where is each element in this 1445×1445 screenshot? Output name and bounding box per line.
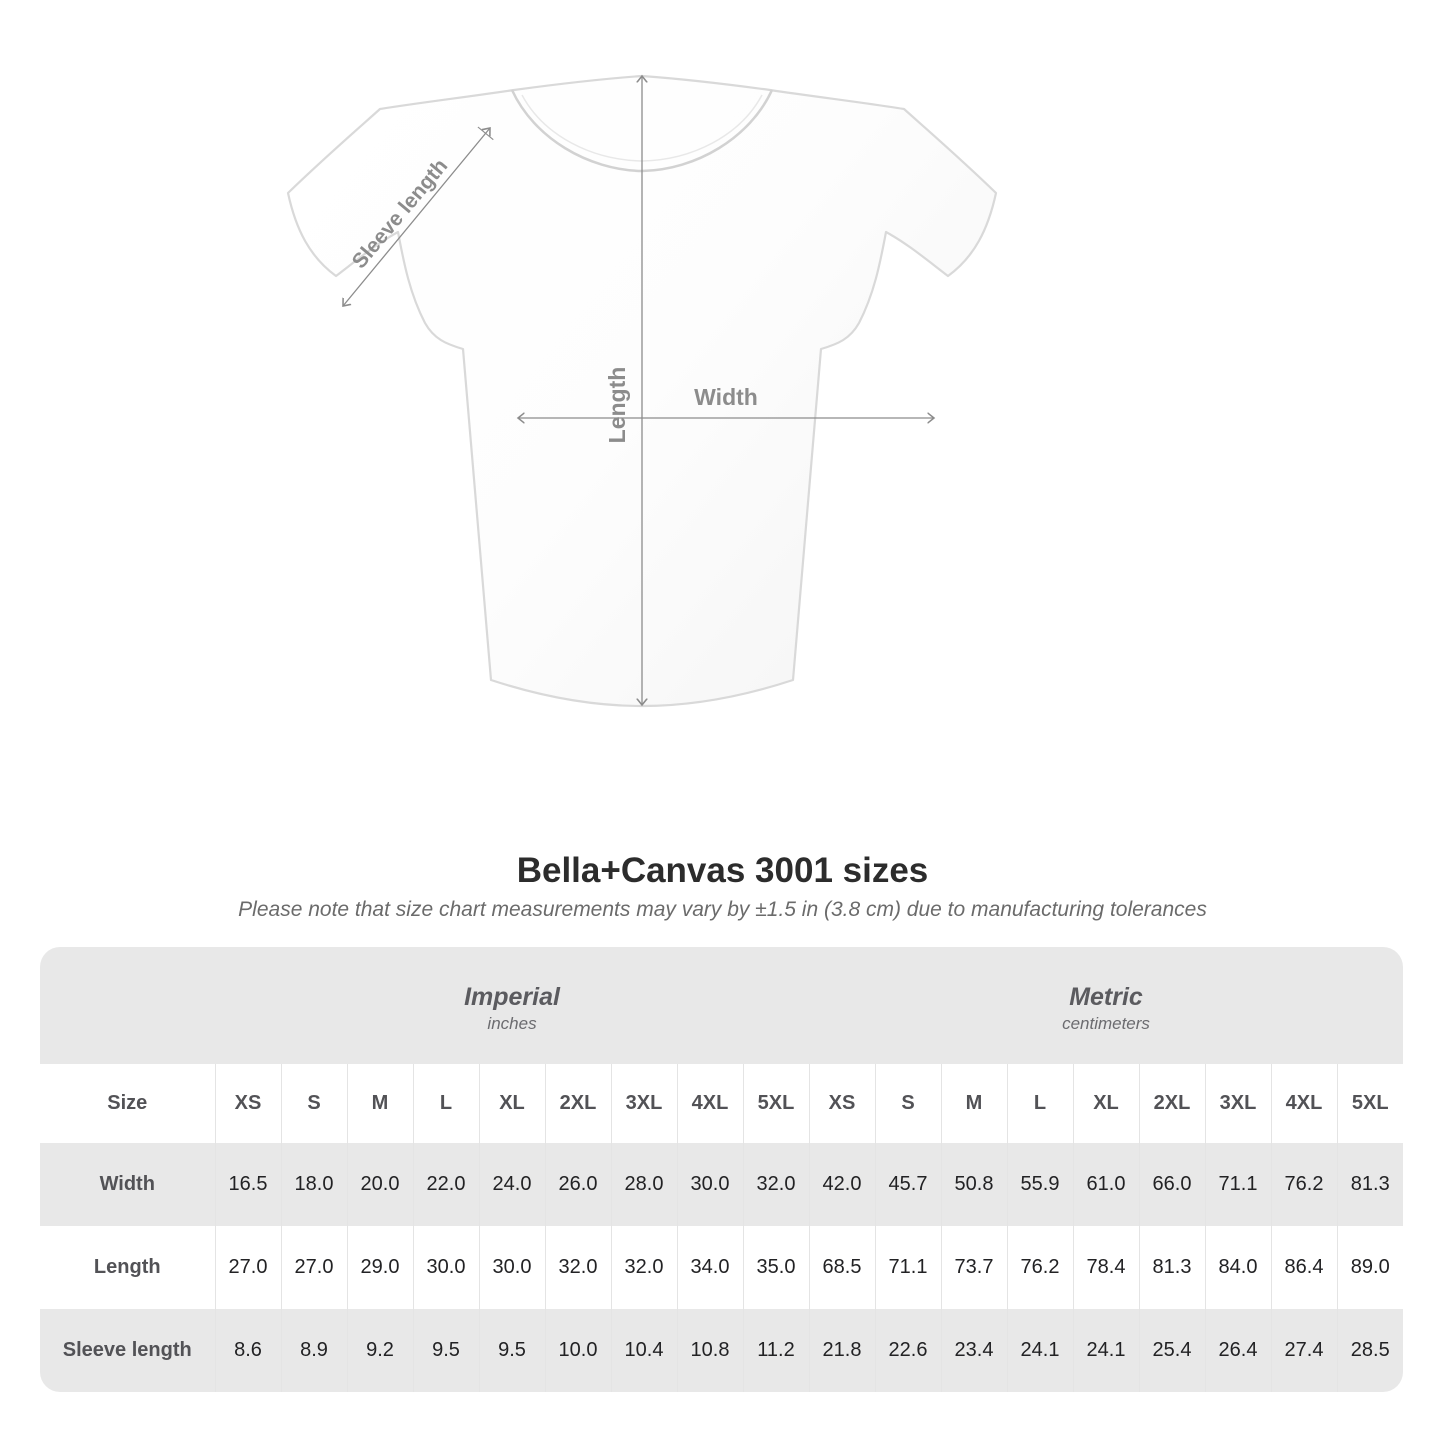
svg-text:Width: Width [694,384,758,410]
svg-text:Length: Length [604,367,630,444]
